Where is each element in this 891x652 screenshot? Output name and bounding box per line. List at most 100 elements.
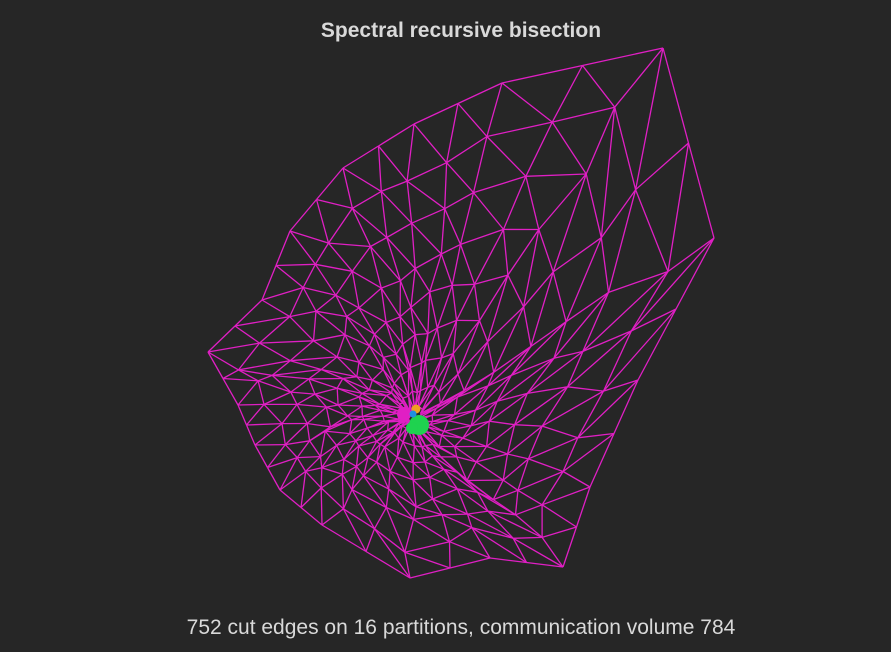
mesh-edge [630,271,669,332]
mesh-edge [358,392,363,398]
mesh-edge [441,514,451,542]
mesh-edge [380,191,388,238]
mesh-edge [259,342,291,362]
mesh-edge [382,356,402,376]
mesh-edge [346,315,375,335]
mesh-edge [290,391,298,405]
mesh-edge [328,242,353,272]
mesh-edge [279,457,298,491]
mesh-edge [289,230,329,244]
mesh-edge [393,382,410,397]
mesh-edge [552,173,587,273]
mesh-edge [501,82,553,123]
mesh-edge [315,294,337,312]
mesh-edge [412,476,430,481]
mesh-edge [514,424,543,427]
mesh-edge [404,541,450,553]
mesh-edge [424,455,433,463]
mesh-edge [379,409,384,417]
mesh-edge [399,268,416,282]
mesh-edge [429,291,438,329]
mesh-edge [263,391,292,405]
mesh-edge [358,434,374,447]
mesh-edge [614,47,664,108]
mesh-edge [454,446,458,458]
mesh-edge [502,229,509,276]
mesh-edge [396,456,414,481]
mesh-edge [257,380,265,405]
mesh-edge [376,444,381,463]
mesh-edge [296,440,311,458]
mesh-edge [530,271,554,347]
mesh-edge [367,457,377,463]
mesh-edge [290,356,338,362]
mesh-edge [475,461,504,481]
mesh-edge [344,334,360,363]
mesh-edge [602,330,632,392]
mesh-edge [336,445,345,460]
mesh-edge [343,440,357,460]
mesh-edge [553,350,584,359]
mesh-edge [467,513,514,539]
mesh-edge [289,340,314,362]
mesh-edge [410,307,429,334]
mesh-edge [321,368,357,378]
mesh-edge [446,162,474,194]
mesh-edge [321,524,367,553]
mesh-edge [438,373,459,393]
mesh-edge [634,189,669,272]
mesh-edge [362,475,387,508]
mesh-edge [356,362,360,377]
mesh-edge [614,107,637,190]
mesh-edge [433,357,443,386]
mesh-edge [325,406,332,428]
mesh-edge [373,528,411,579]
mesh-edge [441,514,473,529]
mesh-edge [289,230,316,265]
mesh-edge [312,311,317,341]
mesh-edge [320,487,323,526]
mesh-edge [400,369,410,376]
mesh-edge [384,437,400,448]
mesh-edge [349,419,365,435]
mesh-edge [488,392,528,422]
mesh-edge [396,438,400,458]
mesh-edge [541,471,564,506]
mesh-edge [523,271,554,308]
mesh-edge [320,473,343,489]
mesh-edge [363,461,378,477]
mesh-edge [398,425,403,439]
mesh-edge [315,310,347,318]
mesh-edge [315,199,330,244]
mesh-edge [667,237,715,273]
mesh-edge [238,360,291,371]
mesh-edge [246,403,265,426]
mesh-edge [438,435,443,447]
mesh-edge [470,410,477,426]
mesh-edge [414,334,423,364]
mesh-edge [457,385,489,398]
mesh-edge [541,504,577,528]
mesh-edge [502,453,509,481]
mesh-edge [432,413,455,416]
mesh-edge [336,387,360,398]
mesh-edge [493,345,532,373]
mesh-edge [444,162,448,209]
mesh-edge [349,419,353,434]
mesh-edge [437,319,457,329]
mesh-edge [447,419,472,427]
mesh-edge [637,308,677,381]
mesh-edge [585,106,616,175]
mesh-edge [406,162,447,182]
mesh-edge [382,415,400,420]
mesh-edge [351,475,364,491]
mesh-edge [222,369,239,380]
mesh-edge [386,506,414,520]
mesh-edge [373,507,387,530]
mesh-edge [474,274,509,285]
mesh-edge [296,403,327,408]
mesh-edge [424,461,445,470]
mesh-edge [336,433,351,446]
mesh-edge [234,315,290,327]
mesh-edge [326,406,348,417]
